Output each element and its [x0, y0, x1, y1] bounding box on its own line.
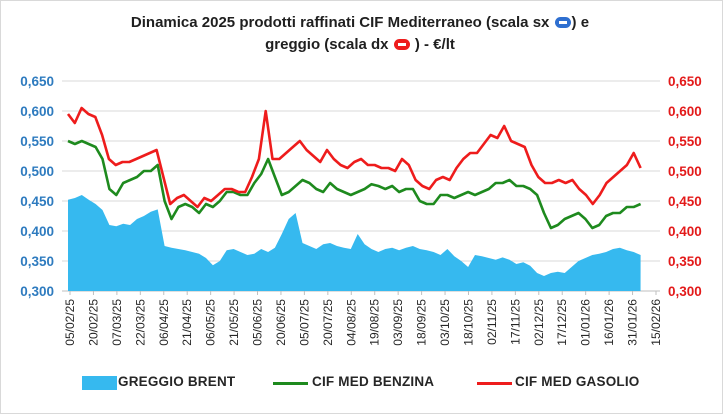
- x-axis-tick-label: 01/01/26: [579, 299, 593, 346]
- x-axis-tick-label: 20/02/25: [86, 299, 100, 346]
- right-arrow-red-icon: [393, 39, 410, 50]
- title-mid: ) e: [571, 14, 590, 31]
- x-axis-tick-label: 06/05/25: [204, 299, 218, 346]
- x-axis-tick-label: 15/02/26: [649, 299, 663, 346]
- right-axis-tick-label: 0,350: [668, 254, 702, 269]
- legend-swatch-gasolio: [477, 382, 512, 385]
- right-axis-tick-label: 0,600: [668, 104, 702, 119]
- x-axis-tick-label: 05/07/25: [297, 299, 311, 346]
- right-axis-tick-label: 0,300: [668, 284, 702, 299]
- x-axis-tick-label: 20/07/25: [321, 299, 335, 346]
- x-axis-tick-label: 22/03/25: [133, 299, 147, 346]
- x-axis-tick-label: 31/01/26: [626, 299, 640, 346]
- legend-label-benzina: CIF MED BENZINA: [312, 374, 435, 389]
- right-axis-tick-label: 0,500: [668, 164, 702, 179]
- left-axis-tick-label: 0,550: [20, 134, 54, 149]
- x-axis-tick-label: 07/03/25: [110, 299, 124, 346]
- x-axis-tick-label: 04/08/25: [344, 299, 358, 346]
- x-axis-tick-label: 18/09/25: [415, 299, 429, 346]
- x-axis-tick-label: 05/02/25: [63, 299, 77, 346]
- x-axis-tick-label: 21/04/25: [180, 299, 194, 346]
- left-axis-tick-label: 0,650: [20, 74, 54, 89]
- series-area-brent: [68, 195, 641, 291]
- x-axis-tick-label: 19/08/25: [368, 299, 382, 346]
- right-axis-tick-label: 0,450: [668, 194, 702, 209]
- right-axis-tick-label: 0,550: [668, 134, 702, 149]
- left-axis-tick-label: 0,350: [20, 254, 54, 269]
- left-axis-tick-label: 0,400: [20, 224, 54, 239]
- title-line2: greggio (scala dx: [265, 36, 393, 53]
- left-axis-tick-label: 0,450: [20, 194, 54, 209]
- x-axis-tick-label: 20/06/25: [274, 299, 288, 346]
- legend-label-brent: GREGGIO BRENT: [118, 374, 236, 389]
- left-axis-tick-label: 0,500: [20, 164, 54, 179]
- x-axis-tick-label: 05/06/25: [251, 299, 265, 346]
- right-axis-tick-label: 0,400: [668, 224, 702, 239]
- x-axis-tick-label: 02/11/25: [485, 299, 499, 345]
- x-axis-tick-label: 21/05/25: [227, 299, 241, 346]
- chart-title: Dinamica 2025 prodotti raffinati CIF Med…: [60, 12, 660, 56]
- series-line-gasolio: [66, 106, 642, 209]
- x-axis-tick-label: 17/11/25: [508, 299, 522, 345]
- left-arrow-blue-icon: [554, 17, 571, 28]
- right-axis-tick-label: 0,650: [668, 74, 702, 89]
- series-line-benzina: [67, 139, 642, 230]
- legend-label-gasolio: CIF MED GASOLIO: [515, 374, 640, 389]
- legend-swatch-benzina: [273, 382, 308, 385]
- left-axis-tick-label: 0,300: [20, 284, 54, 299]
- x-axis-tick-label: 03/09/25: [391, 299, 405, 346]
- x-axis-tick-label: 18/10/25: [461, 299, 475, 346]
- x-axis-tick-label: 16/01/26: [602, 299, 616, 346]
- title-end: ) - €/lt: [410, 36, 455, 53]
- x-axis-tick-label: 17/12/25: [555, 299, 569, 346]
- left-axis-tick-label: 0,600: [20, 104, 54, 119]
- legend-swatch-brent: [82, 376, 117, 390]
- x-axis-tick-label: 02/12/25: [532, 299, 546, 346]
- title-line1: Dinamica 2025 prodotti raffinati CIF Med…: [130, 14, 554, 31]
- x-axis-tick-label: 06/04/25: [157, 299, 171, 346]
- x-axis-tick-label: 03/10/25: [438, 299, 452, 346]
